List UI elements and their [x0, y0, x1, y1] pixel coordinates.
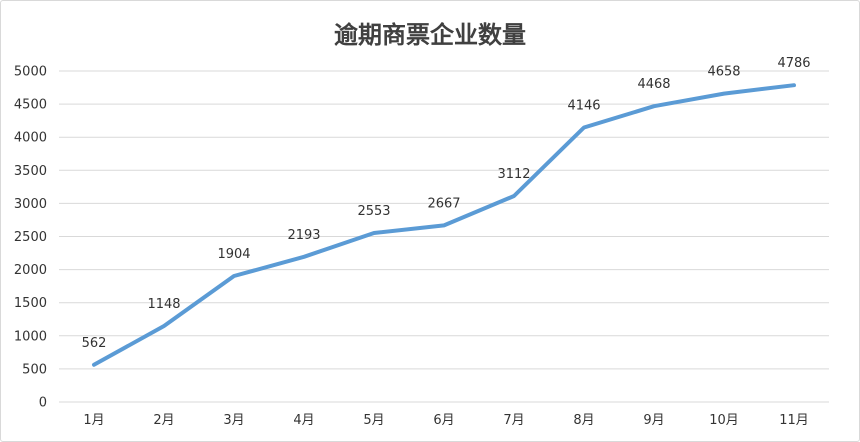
gridlines — [59, 70, 829, 403]
y-tick-label: 500 — [22, 362, 47, 377]
y-tick-label: 5000 — [14, 65, 47, 80]
data-label: 2553 — [357, 204, 390, 219]
data-labels: 562 1148 1904 2193 2553 2667 3112 4146 4468 4658 4… — [82, 56, 811, 351]
series-layer — [92, 83, 796, 367]
y-tick-label: 3500 — [14, 164, 47, 179]
y-tick-label: 4500 — [14, 98, 47, 113]
x-tick-label: 7月 — [503, 413, 524, 428]
data-label: 4786 — [777, 56, 810, 71]
x-tick-label: 2月 — [153, 413, 174, 428]
y-tick-label: 2000 — [14, 263, 47, 278]
x-tick-label: 3月 — [223, 413, 244, 428]
data-label: 4658 — [707, 65, 740, 80]
x-tick-label: 10月 — [709, 413, 739, 428]
data-label: 2193 — [287, 228, 320, 243]
x-tick-label: 5月 — [363, 413, 384, 428]
data-label: 1904 — [217, 247, 250, 262]
data-label: 2667 — [427, 196, 460, 211]
data-label: 4468 — [637, 77, 670, 92]
data-label: 1148 — [147, 297, 180, 312]
x-tick-label: 1月 — [83, 413, 104, 428]
y-tick-label: 2500 — [14, 230, 47, 245]
series-line — [92, 83, 796, 367]
y-tick-label: 1500 — [14, 296, 47, 311]
data-label: 3112 — [497, 167, 530, 182]
x-tick-label: 8月 — [573, 413, 594, 428]
y-axis-ticks: 0 500 1000 1500 2000 2500 3000 3500 4000 4500 5000 — [14, 65, 47, 411]
y-tick-label: 1000 — [14, 329, 47, 344]
y-tick-label: 0 — [39, 396, 47, 411]
y-tick-label: 3000 — [14, 197, 47, 212]
x-tick-label: 4月 — [293, 413, 314, 428]
x-tick-label: 11月 — [779, 413, 809, 428]
y-tick-label: 4000 — [14, 131, 47, 146]
data-label: 4146 — [567, 99, 600, 114]
x-tick-label: 6月 — [433, 413, 454, 428]
data-label: 562 — [82, 336, 107, 351]
x-tick-label: 9月 — [643, 413, 664, 428]
chart-title: 逾期商票企业数量 — [334, 20, 526, 49]
x-axis-ticks: 1月 2月 3月 4月 5月 6月 7月 8月 9月 10月 11月 — [83, 413, 808, 428]
